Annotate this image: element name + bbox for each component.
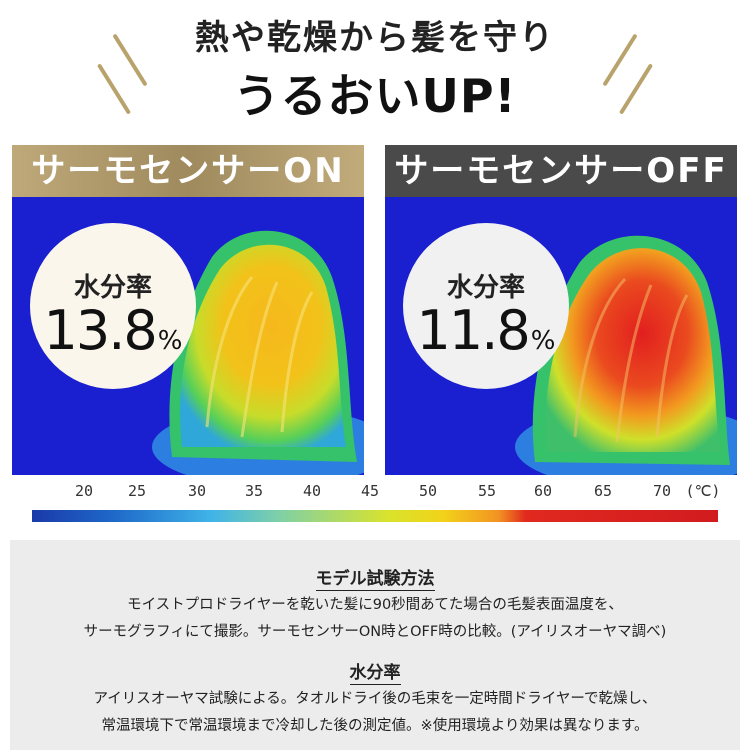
- temperature-scale: 20 25 30 35 40 45 50 55 60 65 70 (℃): [32, 482, 721, 526]
- scale-tick: 35: [244, 482, 264, 500]
- scale-tick: 45: [360, 482, 380, 500]
- temperature-gradient-bar: [32, 510, 718, 522]
- scale-tick: 60: [533, 482, 553, 500]
- moisture-badge-on: 水分率 13.8%: [30, 223, 196, 389]
- thermo-image-on: 水分率 13.8%: [12, 197, 364, 475]
- headline-line1: 熱や乾燥から髪を守り: [195, 18, 555, 58]
- thermo-panel-off: サーモセンサーOFF 水分率 11.8%: [385, 145, 737, 475]
- scale-tick: 70: [652, 482, 672, 500]
- headline-line2: うるおいUP!: [233, 69, 517, 123]
- scale-unit: (℃): [685, 482, 721, 500]
- scale-tick: 25: [127, 482, 147, 500]
- moisture-title: 水分率: [349, 663, 401, 685]
- scale-tick: 55: [477, 482, 497, 500]
- moisture-badge-off: 水分率 11.8%: [403, 223, 569, 389]
- scale-tick: 20: [74, 482, 94, 500]
- moisture-value-off: 11.8%: [416, 299, 556, 362]
- banner-sensor-on: サーモセンサーON: [12, 145, 364, 197]
- moisture-label: 水分率: [446, 273, 525, 303]
- scale-tick: 50: [418, 482, 438, 500]
- method-line1: モイストプロドライヤーを乾いた髪に90秒間あてた場合の毛髪表面温度を、: [127, 597, 623, 613]
- moisture-label: 水分率: [73, 273, 152, 303]
- moisture-value-on: 13.8%: [43, 299, 183, 362]
- banner-sensor-off: サーモセンサーOFF: [385, 145, 737, 197]
- method-line2: サーモグラフィにて撮影。サーモセンサーON時とOFF時の比較。(アイリスオーヤマ…: [83, 624, 667, 640]
- scale-tick: 30: [187, 482, 207, 500]
- info-box: モデル試験方法 モイストプロドライヤーを乾いた髪に90秒間あてた場合の毛髪表面温…: [10, 540, 740, 750]
- moisture-line2: 常温環境下で常温環境まで冷却した後の測定値。※使用環境より効果は異なります。: [101, 718, 649, 734]
- method-title: モデル試験方法: [315, 569, 435, 591]
- scale-tick: 65: [593, 482, 613, 500]
- moisture-line1: アイリスオーヤマ試験による。タオルドライ後の毛束を一定時間ドライヤーで乾燥し、: [93, 691, 657, 707]
- thermo-panel-on: サーモセンサーON 水分率 13.8%: [12, 145, 364, 475]
- scale-tick: 40: [302, 482, 322, 500]
- thermo-image-off: 水分率 11.8%: [385, 197, 737, 475]
